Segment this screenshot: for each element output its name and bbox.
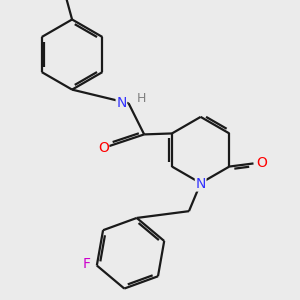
Text: N: N	[196, 177, 206, 191]
Text: F: F	[83, 256, 91, 271]
Text: O: O	[256, 156, 267, 170]
Text: N: N	[116, 96, 127, 110]
Text: H: H	[136, 92, 146, 105]
Text: O: O	[98, 141, 109, 155]
